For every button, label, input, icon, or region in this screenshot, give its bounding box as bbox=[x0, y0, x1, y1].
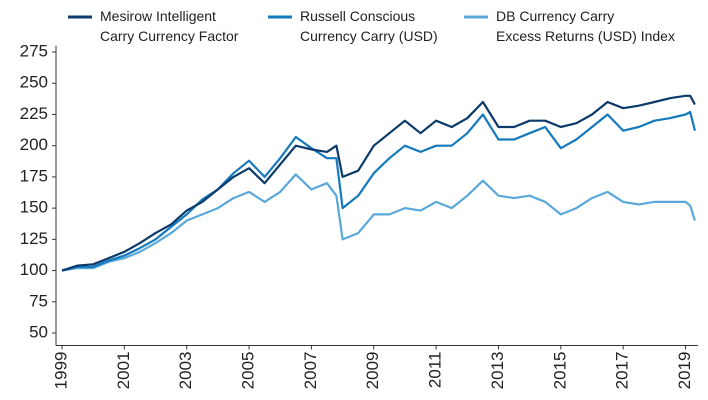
x-tick-label: 2013 bbox=[488, 352, 507, 390]
series-line bbox=[61, 173, 696, 272]
x-tick-label: 2011 bbox=[426, 352, 445, 389]
x-tick-label: 2005 bbox=[239, 352, 258, 390]
series-line bbox=[61, 110, 696, 272]
y-tick-label: 200 bbox=[20, 135, 48, 154]
y-tick-label: 250 bbox=[20, 73, 48, 92]
y-tick-label: 125 bbox=[20, 229, 48, 248]
x-tick-label: 2007 bbox=[301, 352, 320, 390]
x-tick-label: 2019 bbox=[675, 352, 694, 390]
x-tick-label: 2003 bbox=[176, 352, 195, 390]
x-tick-label: 1999 bbox=[51, 352, 70, 390]
x-tick-label: 2001 bbox=[114, 352, 133, 390]
y-tick-label: 150 bbox=[20, 198, 48, 217]
y-tick-label: 50 bbox=[29, 322, 48, 341]
series-line bbox=[61, 94, 696, 272]
x-tick-label: 2009 bbox=[363, 352, 382, 390]
y-tick-label: 100 bbox=[20, 260, 48, 279]
legend-label: Russell Conscious Currency Carry (USD) bbox=[300, 8, 438, 44]
y-tick-label: 275 bbox=[20, 42, 48, 61]
y-tick-label: 175 bbox=[20, 166, 48, 185]
y-tick-label: 75 bbox=[29, 291, 48, 310]
legend-label: DB Currency Carry Excess Returns (USD) I… bbox=[496, 8, 675, 44]
y-tick-label: 225 bbox=[20, 104, 48, 123]
x-tick-label: 2017 bbox=[613, 352, 632, 390]
legend-label: Mesirow Intelligent Carry Currency Facto… bbox=[100, 8, 239, 44]
x-tick-label: 2015 bbox=[550, 352, 569, 390]
